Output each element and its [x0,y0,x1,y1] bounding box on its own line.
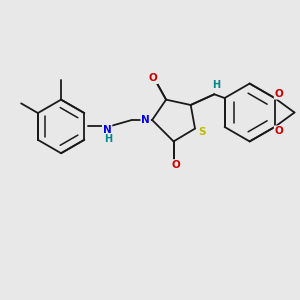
Text: O: O [149,73,158,83]
Text: H: H [212,80,220,90]
Text: O: O [274,89,284,99]
Text: O: O [274,126,284,136]
Text: H: H [104,134,112,144]
Text: S: S [199,127,206,137]
Text: N: N [141,115,150,125]
Text: O: O [171,160,180,170]
Text: N: N [103,124,112,135]
